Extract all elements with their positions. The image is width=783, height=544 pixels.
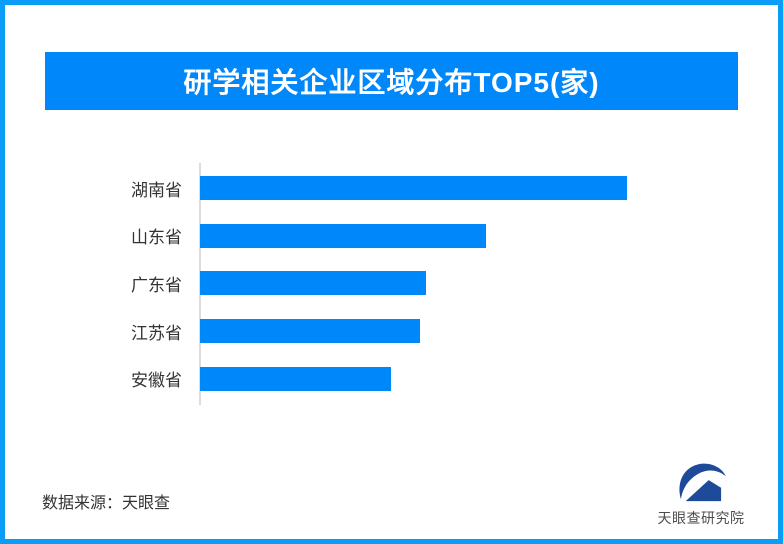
chart-title-banner: 研学相关企业区域分布TOP5(家) — [45, 52, 738, 110]
bar — [200, 366, 391, 391]
data-source-label: 数据来源：天眼查 — [42, 495, 171, 512]
category-label: 江苏省 — [131, 323, 182, 343]
bar — [200, 271, 426, 296]
category-label: 安徽省 — [131, 371, 182, 391]
chart-title: 研学相关企业区域分布TOP5(家) — [183, 67, 600, 98]
tianyancha-logo-text: 天眼查研究院 — [657, 510, 745, 526]
bar-row: 安徽省 — [5, 366, 778, 391]
category-label: 广东省 — [131, 275, 182, 295]
bar-row: 山东省 — [5, 223, 778, 248]
bar-row: 江苏省 — [5, 319, 778, 344]
bar-chart: 湖南省山东省广东省江苏省安徽省 — [5, 176, 778, 414]
bar-row: 广东省 — [5, 271, 778, 296]
bar-row: 湖南省 — [5, 176, 778, 200]
bar — [200, 223, 486, 248]
bar — [200, 319, 420, 344]
tianyancha-logo: 天眼查研究院 — [655, 461, 747, 528]
category-label: 湖南省 — [131, 180, 182, 200]
bar — [200, 176, 627, 200]
tianyancha-logo-icon — [679, 463, 726, 502]
category-label: 山东省 — [131, 228, 182, 248]
